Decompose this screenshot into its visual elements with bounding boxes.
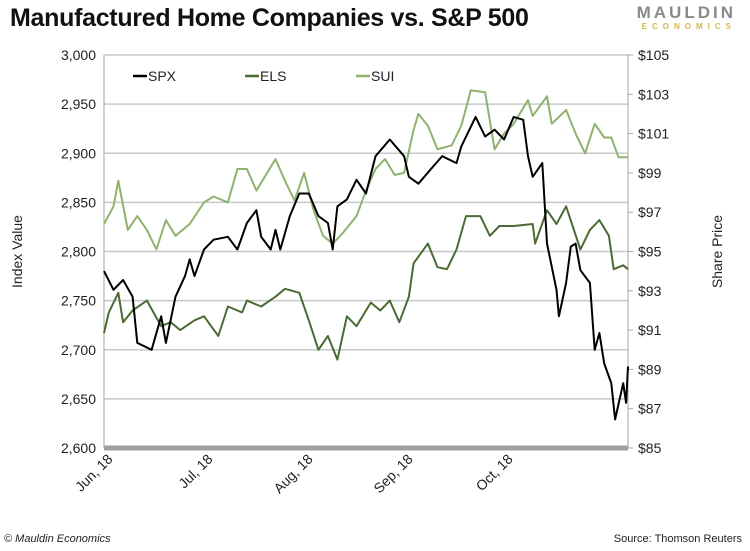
y-tick-label: 2,800	[61, 244, 96, 260]
y-tick-label: 2,650	[61, 391, 96, 407]
y2-tick-label: $89	[638, 361, 662, 377]
series-line-sui	[103, 89, 628, 251]
y-tick-label: 2,950	[61, 96, 96, 112]
y2-tick-label: $101	[638, 126, 669, 142]
y2-tick-label: $93	[638, 283, 662, 299]
y2-axis-title: Share Price	[709, 215, 725, 288]
source-note: Source: Thomson Reuters	[613, 533, 742, 545]
x-tick-label: Jun, 18	[72, 451, 116, 495]
y2-tick-label: $91	[638, 322, 662, 338]
y-tick-label: 2,600	[61, 440, 96, 456]
x-tick-label: Aug, 18	[270, 451, 316, 497]
y2-tick-label: $99	[638, 165, 662, 181]
y-axis-title: Index Value	[9, 215, 25, 288]
logo-mauldin: MAULDIN	[636, 3, 736, 22]
x-tick-label: Sep, 18	[370, 451, 416, 497]
y-tick-label: 2,700	[61, 342, 96, 358]
y2-tick-label: $105	[638, 47, 669, 63]
legend-label-els: ELS	[260, 68, 286, 84]
y-tick-label: 3,000	[61, 47, 96, 63]
y2-tick-label: $87	[638, 401, 662, 417]
y-tick-label: 2,850	[61, 194, 96, 210]
legend-label-spx: SPX	[148, 68, 177, 84]
copyright-note: © Mauldin Economics	[4, 533, 111, 545]
logo-economics: ECONOMICS	[641, 22, 736, 31]
x-tick-label: Oct, 18	[473, 451, 516, 494]
y-tick-label: 2,750	[61, 293, 96, 309]
x-tick-label: Jul, 18	[175, 451, 216, 492]
y2-tick-label: $103	[638, 86, 669, 102]
series-line-spx	[103, 115, 629, 421]
y2-tick-label: $97	[638, 204, 662, 220]
y-tick-label: 2,900	[61, 145, 96, 161]
series-line-els	[103, 205, 629, 361]
y2-tick-label: $95	[638, 244, 662, 260]
legend-label-sui: SUI	[371, 68, 394, 84]
chart-title: Manufactured Home Companies vs. S&P 500	[10, 4, 529, 32]
y2-tick-label: $85	[638, 440, 662, 456]
